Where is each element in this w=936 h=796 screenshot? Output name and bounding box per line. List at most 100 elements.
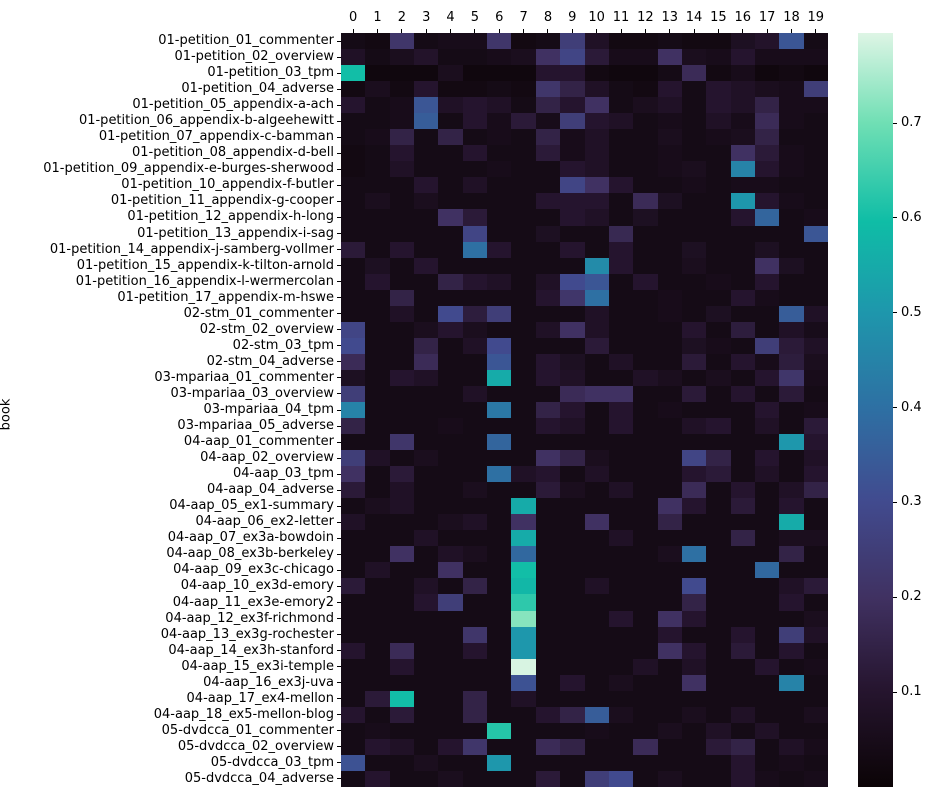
heatmap-cell	[487, 97, 512, 114]
heatmap-cell	[511, 578, 536, 595]
heatmap-cell	[754, 578, 780, 595]
heatmap-cell	[803, 722, 828, 739]
y-tick-mark	[337, 233, 341, 235]
heatmap-cell	[511, 33, 536, 50]
heatmap-cell	[511, 97, 536, 114]
heatmap-cell	[341, 177, 366, 194]
heatmap-cell	[462, 658, 488, 675]
y-tick-label: 02-stm_01_commenter	[183, 305, 334, 321]
heatmap-cell	[754, 273, 780, 290]
heatmap-cell	[608, 610, 634, 627]
y-tick-mark	[337, 168, 341, 170]
heatmap-cell	[803, 385, 828, 402]
heatmap-cell	[462, 113, 488, 130]
y-tick-mark	[337, 216, 341, 218]
heatmap-cell	[341, 754, 366, 771]
heatmap-cell	[414, 161, 439, 178]
heatmap-cell	[779, 642, 804, 659]
heatmap-cell	[608, 562, 634, 579]
heatmap-cell	[681, 706, 707, 723]
heatmap-cell	[560, 97, 585, 114]
heatmap-cell	[438, 482, 463, 499]
heatmap-cell	[584, 81, 609, 98]
heatmap-cell	[511, 305, 536, 322]
heatmap-cell	[535, 642, 561, 659]
heatmap-cell	[681, 97, 707, 114]
heatmap-cell	[560, 193, 585, 210]
heatmap-cell	[779, 450, 804, 467]
heatmap-cell	[803, 594, 828, 611]
heatmap-cell	[414, 482, 439, 499]
heatmap-cell	[389, 81, 415, 98]
heatmap-cell	[462, 257, 488, 274]
heatmap-cell	[584, 418, 609, 435]
heatmap-cell	[511, 434, 536, 451]
heatmap-cell	[365, 690, 390, 707]
heatmap-cell	[414, 273, 439, 290]
heatmap-cell	[560, 209, 585, 226]
heatmap-cell	[779, 674, 804, 691]
heatmap-cell	[657, 690, 682, 707]
heatmap-cell	[730, 337, 755, 354]
heatmap-cell	[511, 65, 536, 82]
y-tick-mark	[337, 104, 341, 106]
heatmap-cell	[487, 514, 512, 531]
heatmap-cell	[681, 466, 707, 483]
heatmap-cell	[389, 738, 415, 755]
heatmap-cell	[633, 193, 658, 210]
heatmap-cell	[560, 578, 585, 595]
heatmap-cell	[754, 674, 780, 691]
heatmap-cell	[730, 434, 755, 451]
heatmap-cell	[608, 674, 634, 691]
heatmap-cell	[754, 33, 780, 50]
y-tick-mark	[337, 698, 341, 700]
heatmap-cell	[560, 738, 585, 755]
heatmap-cell	[389, 97, 415, 114]
heatmap-cell	[803, 97, 828, 114]
heatmap-cell	[438, 209, 463, 226]
heatmap-cell	[487, 450, 512, 467]
heatmap-cell	[754, 530, 780, 547]
heatmap-cell	[706, 578, 731, 595]
heatmap-cell	[779, 97, 804, 114]
heatmap-cell	[657, 466, 682, 483]
heatmap-cell	[487, 145, 512, 162]
heatmap-cell	[511, 690, 536, 707]
heatmap-cell	[803, 257, 828, 274]
heatmap-cell	[608, 418, 634, 435]
heatmap-cell	[438, 706, 463, 723]
heatmap-cell	[511, 177, 536, 194]
heatmap-cell	[535, 674, 561, 691]
heatmap-cell	[414, 610, 439, 627]
heatmap-cell	[706, 642, 731, 659]
heatmap-cell	[365, 353, 390, 370]
heatmap-cell	[511, 353, 536, 370]
heatmap-cell	[779, 546, 804, 563]
heatmap-cell	[511, 225, 536, 242]
heatmap-cell	[633, 369, 658, 386]
heatmap-cell	[608, 353, 634, 370]
y-tick-mark	[337, 40, 341, 42]
heatmap-cell	[560, 257, 585, 274]
heatmap-cell	[511, 289, 536, 306]
heatmap-cell	[438, 738, 463, 755]
heatmap-cell	[779, 770, 804, 787]
heatmap-cell	[608, 81, 634, 98]
heatmap-cell	[560, 626, 585, 643]
y-tick-label: 04-aap_18_ex5-mellon-blog	[153, 706, 334, 722]
y-tick-label: 04-aap_05_ex1-summary	[169, 498, 334, 514]
heatmap-cell	[414, 257, 439, 274]
heatmap-cell	[803, 482, 828, 499]
x-tick-label: 13	[661, 10, 678, 25]
heatmap-cell	[462, 754, 488, 771]
heatmap-cell	[633, 225, 658, 242]
y-tick-label: 01-petition_10_appendix-f-butler	[121, 177, 334, 193]
heatmap-cell	[389, 754, 415, 771]
heatmap-cell	[365, 706, 390, 723]
heatmap-cell	[608, 65, 634, 82]
heatmap-cell	[633, 81, 658, 98]
heatmap-cell	[754, 498, 780, 515]
heatmap-cell	[438, 337, 463, 354]
heatmap-cell	[633, 209, 658, 226]
colorbar-tick-label: 0.6	[901, 209, 922, 225]
